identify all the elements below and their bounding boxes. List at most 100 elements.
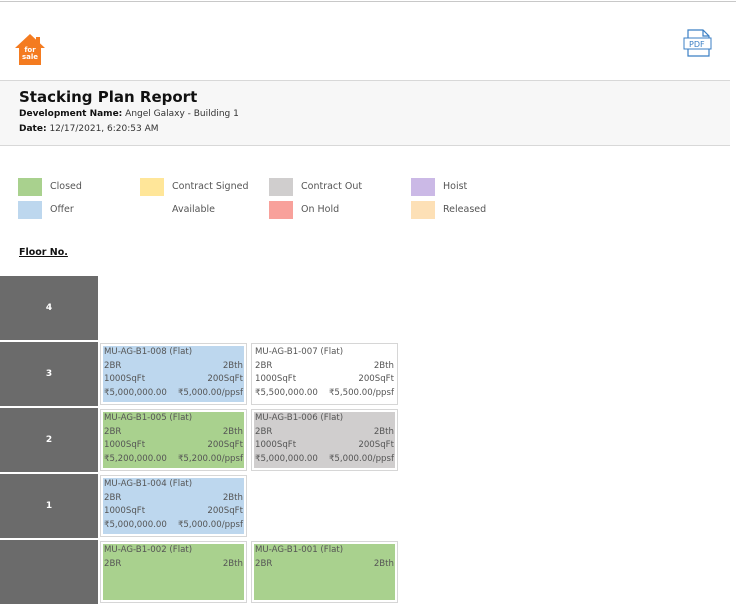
unit-beds: 2BR [104,360,122,371]
report-title: Stacking Plan Report [19,88,198,106]
value: Angel Galaxy - Building 1 [125,109,239,119]
unit-balcony: 200SqFt [358,374,394,385]
value: 12/17/2021, 6:20:53 AM [49,124,159,134]
unit-code: MU-AG-B1-008 (Flat) [104,347,193,357]
legend-label: Contract Signed [172,181,249,192]
unit-row: 1000SqFt 200SqFt [104,505,243,519]
legend-swatch [411,201,435,219]
unit-status: MU-AG-B1-001 (Flat) 2BR 2Bth [254,544,395,600]
unit-area: 1000SqFt [255,374,297,385]
unit-price: ₹5,000,000.00 [255,453,318,464]
unit-price: ₹5,000,000.00 [104,387,167,398]
floor-label: 3 [0,342,98,406]
unit-status: MU-AG-B1-005 (Flat) 2BR 2Bth 1000SqFt 200SqF… [103,412,244,468]
unit-card[interactable]: MU-AG-B1-008 (Flat) 2BR 2Bth 1000SqFt 200SqF… [100,343,247,405]
unit-ppsf: ₹5,000.00/ppsf [177,519,243,530]
unit-beds: 2BR [255,558,273,569]
report-header [0,80,730,146]
development: Development Name: Angel Galaxy - Buildin… [19,109,239,119]
legend-swatch [18,201,42,219]
legend-label: Hoist [443,181,468,192]
unit-card[interactable]: MU-AG-B1-001 (Flat) 2BR 2Bth [251,541,398,603]
unit-row: 2BR 2Bth [104,492,243,506]
unit-baths: 2Bth [222,492,243,503]
unit-row: 1000SqFt 200SqFt [255,373,394,387]
unit-card[interactable]: MU-AG-B1-004 (Flat) 2BR 2Bth 1000SqFt 200SqF… [100,475,247,537]
unit-row: ₹5,200,000.00 ₹5,200.00/ppsf [104,453,243,467]
unit-code: MU-AG-B1-002 (Flat) [104,545,193,555]
pdf-label[interactable]: PDF [689,40,705,49]
unit-beds: 2BR [255,426,273,437]
unit-balcony: 200SqFt [207,374,243,385]
unit-price: ₹5,000,000.00 [104,519,167,530]
unit-price: ₹5,500,000.00 [255,387,318,398]
unit-code: MU-AG-B1-004 (Flat) [104,479,193,489]
legend-label: Closed [50,181,82,192]
unit-ppsf: ₹5,200.00/ppsf [177,453,243,464]
legend-swatch [140,201,164,219]
unit-code: MU-AG-B1-007 (Flat) [255,347,344,357]
unit-balcony: 200SqFt [207,440,243,451]
unit-baths: 2Bth [222,360,243,371]
unit-baths: 2Bth [222,558,243,569]
legend-label: Released [443,204,487,215]
unit-baths: 2Bth [222,426,243,437]
unit-row: ₹5,000,000.00 ₹5,000.00/ppsf [104,519,243,533]
legend-label: Offer [50,204,74,215]
label: Development Name: [19,109,123,119]
unit-row: 1000SqFt 200SqFt [104,439,243,453]
unit-status: MU-AG-B1-008 (Flat) 2BR 2Bth 1000SqFt 200SqF… [103,346,244,402]
label: Date: [19,124,47,134]
unit-card[interactable]: MU-AG-B1-006 (Flat) 2BR 2Bth 1000SqFt 200SqF… [251,409,398,471]
unit-area: 1000SqFt [104,374,146,385]
unit-area: 1000SqFt [104,440,146,451]
top-border [0,1,736,2]
unit-ppsf: ₹5,000.00/ppsf [328,453,394,464]
unit-row: 1000SqFt 200SqFt [104,373,243,387]
unit-status: MU-AG-B1-006 (Flat) 2BR 2Bth 1000SqFt 200SqF… [254,412,395,468]
unit-beds: 2BR [104,426,122,437]
unit-balcony: 200SqFt [207,506,243,517]
legend-swatch [18,178,42,196]
unit-status: MU-AG-B1-004 (Flat) 2BR 2Bth 1000SqFt 200SqF… [103,478,244,534]
unit-status: MU-AG-B1-007 (Flat) 2BR 2Bth 1000SqFt 200SqF… [254,346,395,402]
unit-card[interactable]: MU-AG-B1-007 (Flat) 2BR 2Bth 1000SqFt 200SqF… [251,343,398,405]
legend-swatch [269,201,293,219]
unit-card[interactable]: MU-AG-B1-002 (Flat) 2BR 2Bth [100,541,247,603]
unit-row: ₹5,500,000.00 ₹5,500.00/ppsf [255,387,394,401]
legend-swatch [140,178,164,196]
unit-card[interactable]: MU-AG-B1-005 (Flat) 2BR 2Bth 1000SqFt 200SqF… [100,409,247,471]
date: Date: 12/17/2021, 6:20:53 AM [19,124,159,134]
unit-baths: 2Bth [373,426,394,437]
unit-ppsf: ₹5,000.00/ppsf [177,387,243,398]
legend-swatch [269,178,293,196]
unit-code: MU-AG-B1-001 (Flat) [255,545,344,555]
unit-status: MU-AG-B1-002 (Flat) 2BR 2Bth [103,544,244,600]
unit-code: MU-AG-B1-005 (Flat) [104,413,193,423]
logo-text: for sale [21,46,39,61]
unit-beds: 2BR [104,492,122,503]
unit-baths: 2Bth [373,558,394,569]
unit-price: ₹5,200,000.00 [104,453,167,464]
legend-label: On Hold [301,204,340,215]
unit-row: 2BR 2Bth [255,360,394,374]
floor-label: 1 [0,474,98,538]
unit-ppsf: ₹5,500.00/ppsf [328,387,394,398]
unit-row: 2BR 2Bth [104,426,243,440]
unit-row: 2BR 2Bth [255,426,394,440]
unit-beds: 2BR [104,558,122,569]
unit-row: 2BR 2Bth [255,558,394,572]
legend-label: Available [172,204,216,215]
floor-label: 2 [0,408,98,472]
logo-icon[interactable] [14,33,46,66]
floor-label [0,540,98,604]
unit-row: 2BR 2Bth [104,360,243,374]
pdf-icon[interactable] [683,29,713,57]
unit-area: 1000SqFt [255,440,297,451]
unit-baths: 2Bth [373,360,394,371]
unit-row: 2BR 2Bth [104,558,243,572]
unit-area: 1000SqFt [104,506,146,517]
legend-label: Contract Out [301,181,363,192]
floor-label: 4 [0,276,98,340]
